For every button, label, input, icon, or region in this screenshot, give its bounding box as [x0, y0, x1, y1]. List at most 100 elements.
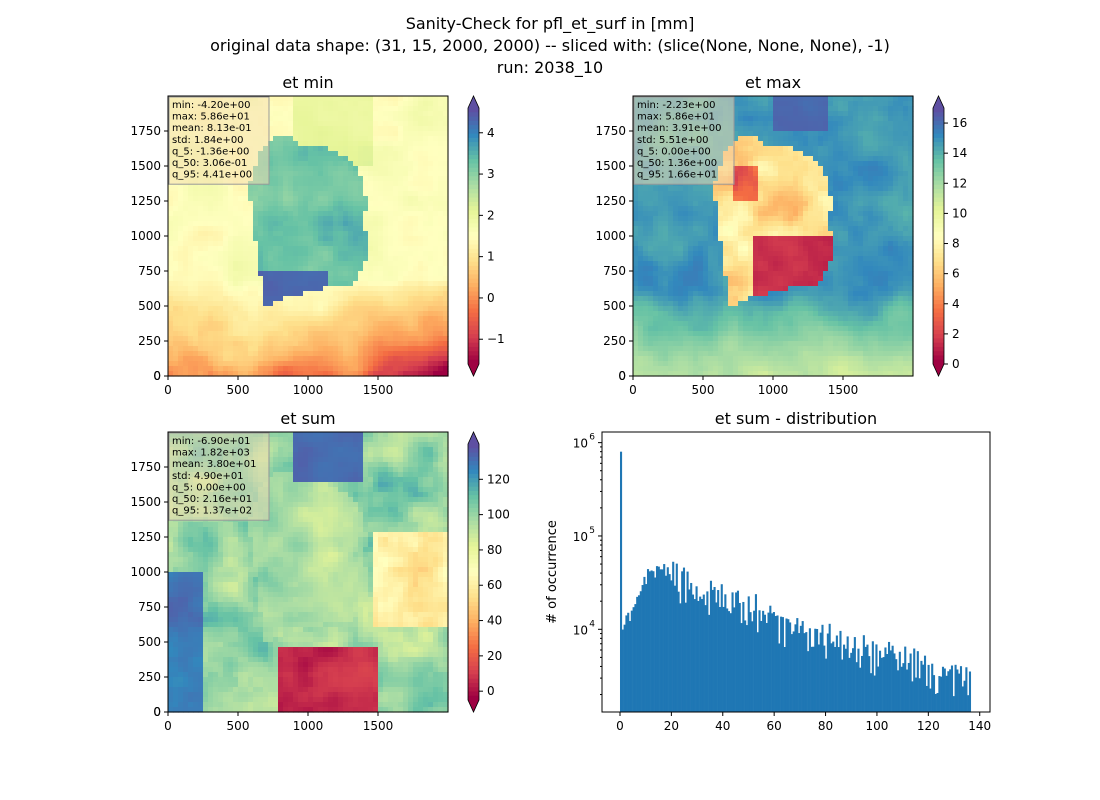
- heatmap-cell: [233, 271, 239, 277]
- heatmap-cell: [783, 116, 789, 122]
- heatmap-cell: [748, 136, 754, 142]
- heatmap-cell: [293, 126, 299, 132]
- heatmap-cell: [868, 106, 874, 112]
- heatmap-cell: [243, 346, 249, 352]
- heatmap-cell: [368, 356, 374, 362]
- heatmap-cell: [818, 106, 824, 112]
- heatmap-cell: [328, 146, 334, 152]
- heatmap-cell: [223, 341, 229, 347]
- heatmap-cell: [348, 351, 354, 357]
- heatmap-cell: [318, 311, 324, 317]
- heatmap-cell: [893, 166, 899, 172]
- heatmap-cell: [353, 321, 359, 327]
- heatmap-cell: [343, 141, 349, 147]
- heatmap-cell: [418, 181, 424, 187]
- heatmap-cell: [238, 281, 244, 287]
- heatmap-cell: [238, 341, 244, 347]
- heatmap-cell: [343, 326, 349, 332]
- heatmap-cell: [213, 196, 219, 202]
- heatmap-cell: [388, 96, 394, 102]
- heatmap-cell: [283, 216, 289, 222]
- heatmap-cell: [728, 186, 734, 192]
- heatmap-cell: [368, 291, 374, 297]
- heatmap-cell: [758, 101, 764, 107]
- heatmap-cell: [413, 116, 419, 122]
- heatmap-cell: [838, 231, 844, 237]
- heatmap-cell: [673, 196, 679, 202]
- heatmap-cell: [788, 116, 794, 122]
- heatmap-cell: [403, 211, 409, 217]
- heatmap-cell: [353, 226, 359, 232]
- heatmap-cell: [243, 231, 249, 237]
- heatmap-cell: [313, 196, 319, 202]
- heatmap-cell: [328, 151, 334, 157]
- heatmap-cell: [318, 101, 324, 107]
- heatmap-cell: [373, 251, 379, 257]
- heatmap-cell: [328, 281, 334, 287]
- heatmap-cell: [343, 226, 349, 232]
- heatmap-cell: [898, 221, 904, 227]
- heatmap-cell: [893, 151, 899, 157]
- heatmap-cell: [278, 296, 284, 302]
- colorbar-segment: [468, 257, 479, 263]
- heatmap-cell: [238, 266, 244, 272]
- heatmap-cell: [788, 201, 794, 207]
- heatmap-cell: [383, 126, 389, 132]
- heatmap-cell: [228, 291, 234, 297]
- heatmap-cell: [338, 206, 344, 212]
- heatmap-cell: [903, 96, 909, 102]
- heatmap-cell: [248, 301, 254, 307]
- heatmap-cell: [343, 236, 349, 242]
- heatmap-cell: [638, 251, 644, 257]
- heatmap-cell: [228, 226, 234, 232]
- heatmap-cell: [228, 311, 234, 317]
- heatmap-cell: [398, 271, 404, 277]
- heatmap-cell: [378, 211, 384, 217]
- heatmap-cell: [428, 231, 434, 237]
- heatmap-cell: [788, 231, 794, 237]
- heatmap-cell: [893, 106, 899, 112]
- heatmap-cell: [238, 316, 244, 322]
- heatmap-cell: [763, 166, 769, 172]
- heatmap-cell: [708, 191, 714, 197]
- heatmap-cell: [748, 196, 754, 202]
- heatmap-cell: [403, 191, 409, 197]
- heatmap-cell: [738, 236, 744, 242]
- heatmap-cell: [843, 211, 849, 217]
- heatmap-cell: [808, 171, 814, 177]
- heatmap-cell: [358, 301, 364, 307]
- heatmap-cell: [303, 241, 309, 247]
- heatmap-cell: [313, 206, 319, 212]
- heatmap-cell: [248, 356, 254, 362]
- heatmap-cell: [233, 296, 239, 302]
- heatmap-cell: [758, 166, 764, 172]
- heatmap-cell: [643, 196, 649, 202]
- heatmap-cell: [403, 216, 409, 222]
- heatmap-cell: [363, 301, 369, 307]
- heatmap-cell: [358, 126, 364, 132]
- heatmap-cell: [903, 221, 909, 227]
- heatmap-cell: [348, 166, 354, 172]
- heatmap-cell: [653, 191, 659, 197]
- heatmap-cell: [643, 221, 649, 227]
- heatmap-cell: [658, 216, 664, 222]
- heatmap-cell: [408, 346, 414, 352]
- heatmap-cell: [438, 321, 444, 327]
- heatmap-cell: [653, 216, 659, 222]
- heatmap-cell: [808, 221, 814, 227]
- heatmap-cell: [658, 206, 664, 212]
- heatmap-cell: [903, 241, 909, 247]
- heatmap-cell: [308, 346, 314, 352]
- heatmap-cell: [643, 251, 649, 257]
- heatmap-cell: [283, 206, 289, 212]
- heatmap-cell: [198, 326, 204, 332]
- heatmap-cell: [428, 326, 434, 332]
- heatmap-cell: [343, 356, 349, 362]
- heatmap-cell: [183, 296, 189, 302]
- heatmap-cell: [728, 226, 734, 232]
- heatmap-cell: [888, 191, 894, 197]
- heatmap-cell: [298, 191, 304, 197]
- heatmap-cell: [788, 121, 794, 127]
- heatmap-cell: [733, 146, 739, 152]
- heatmap-cell: [243, 341, 249, 347]
